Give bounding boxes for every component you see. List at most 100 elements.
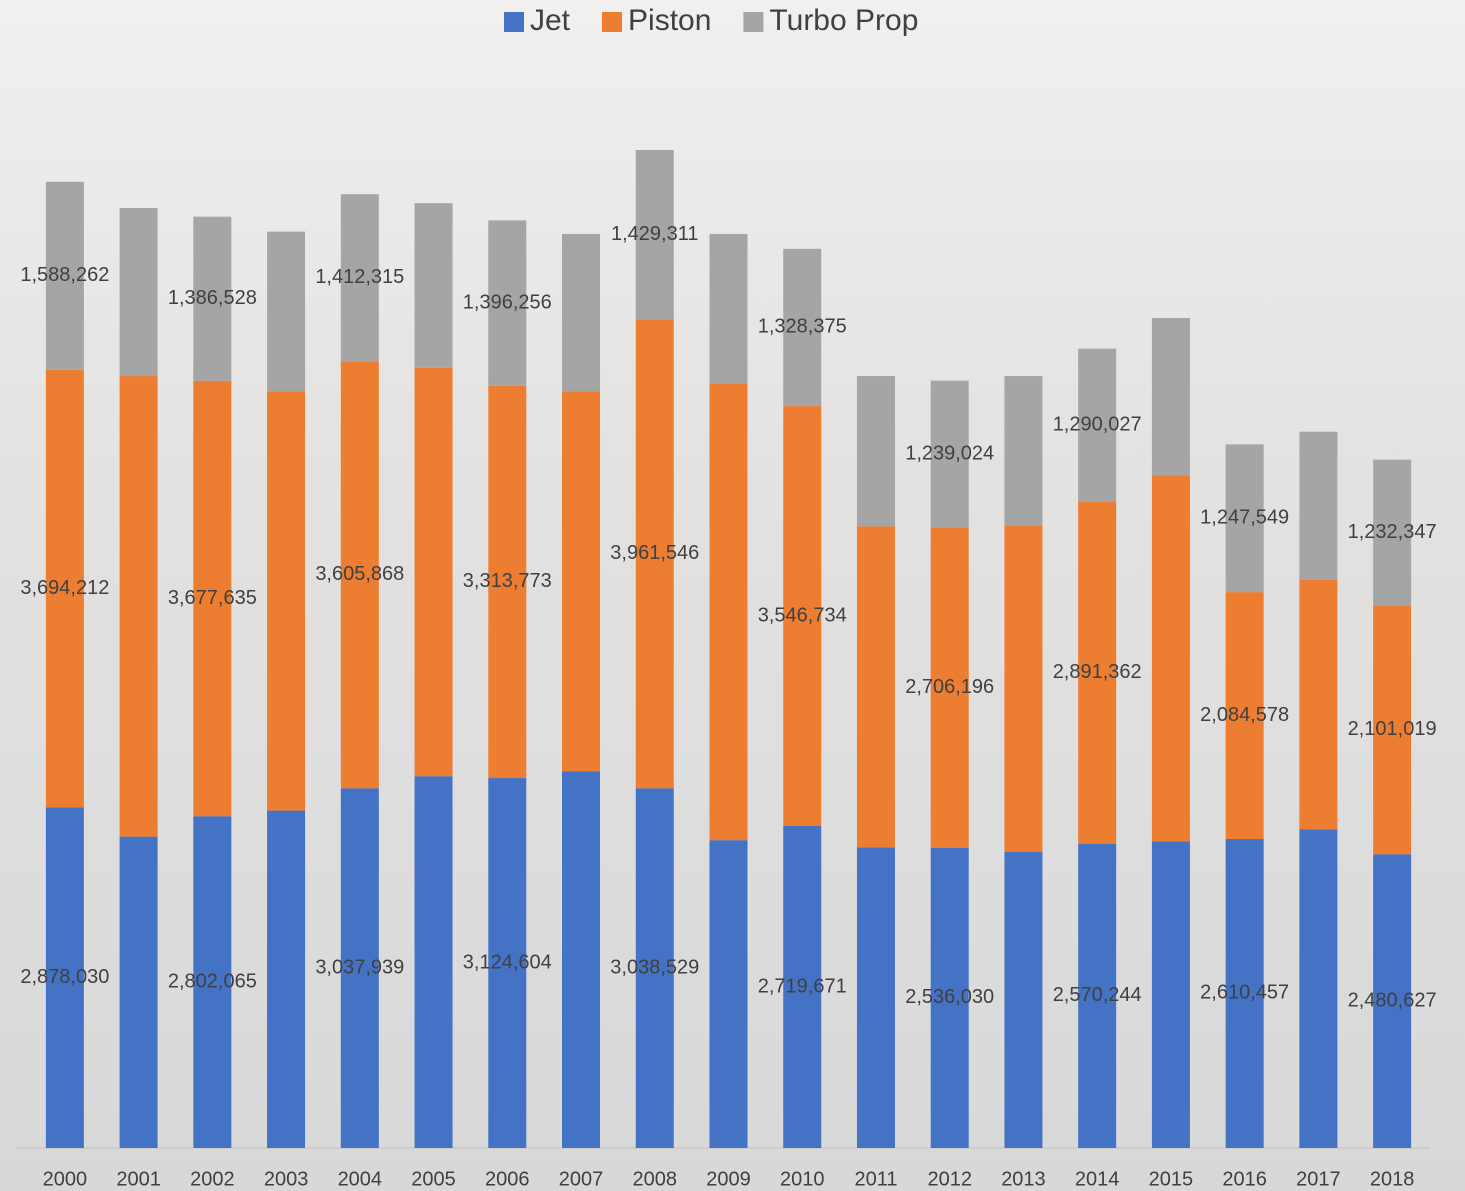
bar-segment	[340, 194, 379, 362]
data-label: 1,412,315	[315, 266, 404, 288]
bar-segment	[635, 150, 674, 320]
bar-segment	[930, 380, 969, 528]
data-label: 2,891,362	[1053, 661, 1142, 683]
x-tick-label: 2009	[706, 1168, 751, 1190]
bar-segment	[119, 207, 158, 377]
data-label: 2,084,578	[1200, 704, 1289, 726]
data-label: 1,247,549	[1200, 507, 1289, 529]
bar-segment	[783, 406, 822, 827]
bar-segment	[1299, 829, 1338, 1148]
legend-label: Piston	[628, 4, 711, 37]
bar-segment	[119, 836, 158, 1148]
data-label: 1,328,375	[758, 316, 847, 338]
bar-segment	[1078, 501, 1117, 844]
legend-swatch	[743, 12, 764, 32]
x-tick-label: 2011	[854, 1168, 897, 1190]
data-label: 2,610,457	[1200, 982, 1289, 1004]
bar-segment	[856, 526, 895, 848]
data-label: 2,706,196	[905, 676, 994, 698]
data-label: 1,290,027	[1053, 413, 1142, 435]
data-label: 1,386,528	[168, 287, 257, 309]
bar-segment	[1373, 459, 1412, 606]
legend-swatch	[504, 12, 524, 32]
data-label: 3,694,212	[20, 577, 109, 599]
data-label: 3,124,604	[463, 951, 552, 973]
bar-segment	[783, 826, 822, 1148]
bar-segment	[1373, 605, 1412, 855]
data-label: 2,802,065	[168, 970, 257, 992]
data-label: 3,677,635	[168, 587, 257, 609]
x-tick-label: 2015	[1149, 1168, 1194, 1190]
x-tick-label: 2004	[338, 1168, 383, 1190]
data-label: 1,429,311	[611, 223, 699, 245]
x-tick-label: 2016	[1222, 1168, 1267, 1190]
bar-segment	[1004, 852, 1043, 1148]
bar-segment	[635, 319, 674, 789]
bar-segment	[414, 203, 453, 368]
x-tick-label: 2010	[780, 1168, 825, 1190]
legend-swatch	[602, 12, 623, 32]
bar-segment	[709, 383, 748, 841]
bar-segment	[45, 181, 84, 370]
data-label: 2,480,627	[1348, 989, 1437, 1011]
x-tick-label: 2003	[264, 1168, 309, 1190]
bar-segment	[119, 376, 158, 837]
bar-segment	[340, 788, 379, 1148]
bar-segment	[1225, 838, 1264, 1148]
data-label: 3,546,734	[758, 604, 847, 626]
data-label: 1,232,347	[1348, 521, 1437, 543]
x-tick-label: 2014	[1075, 1168, 1120, 1190]
bar-segment	[635, 788, 674, 1148]
x-tick-label: 2018	[1370, 1168, 1415, 1190]
bar-segment	[930, 847, 969, 1148]
bar-segment	[193, 816, 232, 1148]
bar-segment	[856, 847, 895, 1148]
data-label: 2,536,030	[905, 986, 994, 1008]
data-label: 3,605,868	[315, 563, 404, 585]
bar-segment	[783, 248, 822, 407]
bar-segment	[1299, 431, 1338, 580]
data-label: 2,570,244	[1053, 984, 1142, 1006]
x-tick-label: 2002	[190, 1168, 235, 1190]
legend-label: Jet	[530, 4, 571, 37]
bar-segment	[1078, 348, 1117, 502]
bar-segment	[1151, 475, 1190, 842]
bar-segment	[1151, 841, 1190, 1148]
data-label: 2,101,019	[1348, 718, 1437, 740]
bar-segment	[414, 776, 453, 1148]
data-label: 2,719,671	[758, 975, 847, 997]
bar-segment	[267, 231, 306, 392]
bar-segment	[414, 367, 453, 777]
bar-segment	[488, 778, 527, 1148]
data-label: 1,588,262	[20, 264, 109, 286]
x-tick-label: 2000	[43, 1168, 88, 1190]
bar-segment	[1299, 579, 1338, 830]
bar-segment	[267, 810, 306, 1148]
x-tick-label: 2005	[411, 1168, 456, 1190]
bar-segment	[1225, 444, 1264, 593]
bar-segment	[1004, 525, 1043, 853]
bar-segment	[1078, 843, 1117, 1148]
bar-segment	[45, 807, 84, 1148]
data-label: 3,038,529	[610, 956, 699, 978]
bar-segment	[930, 527, 969, 848]
data-label: 3,037,939	[315, 956, 404, 978]
bar-segment	[1225, 592, 1264, 839]
data-label: 3,313,773	[463, 570, 552, 592]
bar-segment	[1151, 318, 1190, 476]
bar-segment	[709, 840, 748, 1148]
legend-label: Turbo Prop	[769, 4, 918, 37]
data-label: 3,961,546	[610, 542, 699, 564]
x-tick-label: 2006	[485, 1168, 530, 1190]
bar-segment	[45, 369, 84, 808]
bar-segment	[562, 391, 601, 772]
data-label: 1,239,024	[905, 442, 994, 464]
bar-segment	[488, 220, 527, 386]
bar-segment	[1004, 376, 1043, 526]
bar-segment	[193, 216, 232, 381]
x-tick-label: 2017	[1296, 1168, 1341, 1190]
x-tick-label: 2001	[116, 1168, 161, 1190]
bar-segment	[267, 391, 306, 811]
bar-segment	[488, 385, 527, 779]
